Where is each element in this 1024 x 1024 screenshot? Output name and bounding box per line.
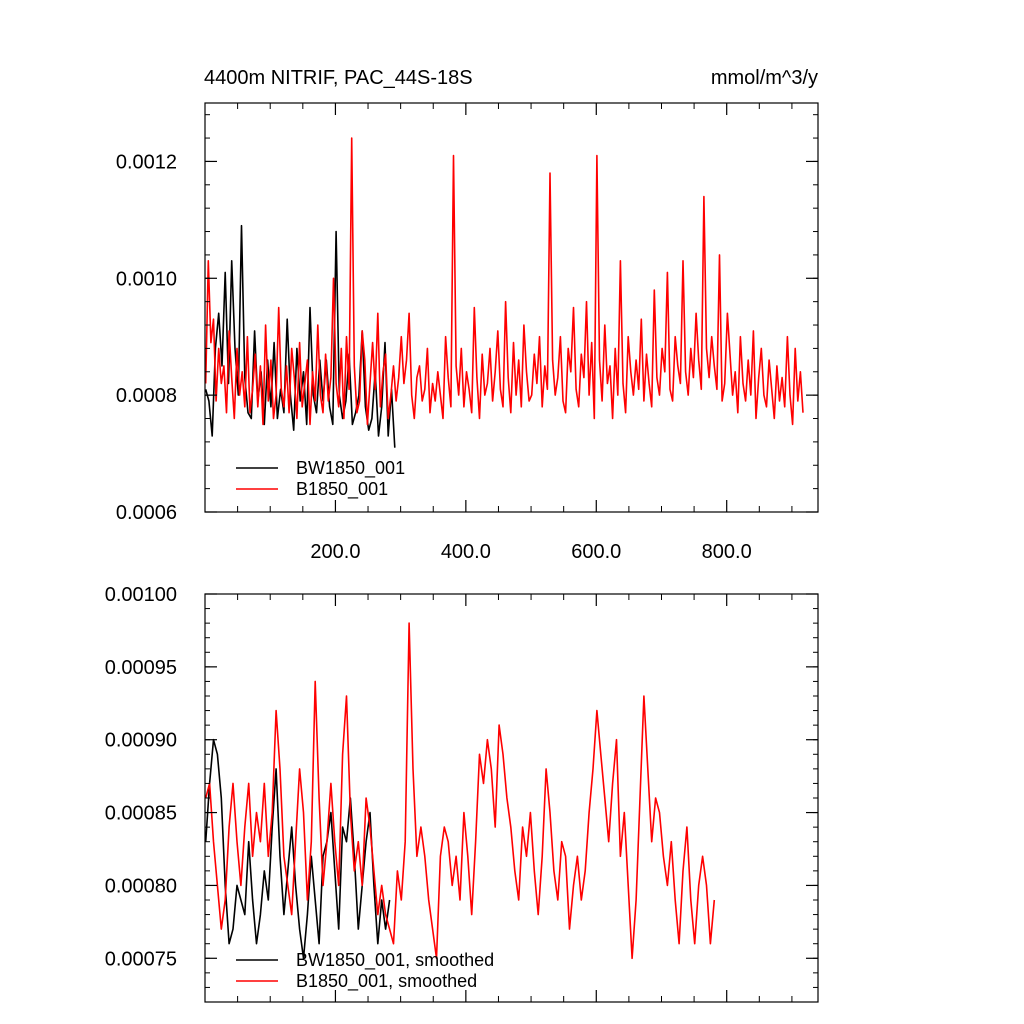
y-tick-label: 0.00085 (105, 803, 177, 825)
y-tick-label: 0.0012 (116, 151, 177, 173)
legend-label: B1850_001, smoothed (296, 971, 477, 992)
y-tick-label: 0.0008 (116, 385, 177, 407)
y-tick-label: 0.0010 (116, 268, 177, 290)
plot-title: 4400m NITRIF, PAC_44S-18S (204, 67, 473, 89)
x-tick-label: 400.0 (441, 541, 491, 563)
y-tick-label: 0.00095 (105, 657, 177, 679)
series-line-0-0 (204, 224, 396, 448)
x-tick-label: 200.0 (310, 541, 360, 563)
series-line-0-1 (204, 137, 804, 426)
x-tick-label: 600.0 (571, 541, 621, 563)
plot-frame (204, 593, 819, 1003)
legend-label: BW1850_001, smoothed (296, 950, 494, 971)
x-tick-label: 800.0 (702, 541, 752, 563)
y-tick-label: 0.0006 (116, 502, 177, 524)
units-label: mmol/m^3/y (711, 67, 818, 89)
y-tick-label: 0.00090 (105, 730, 177, 752)
plot-frame (204, 102, 819, 513)
series-line-1-0 (204, 738, 391, 960)
y-tick-label: 0.00080 (105, 875, 177, 897)
top-panel-line-chart: 0.0006 0.0008 0.0010 0.0012 200.0 400.0 600.0 8… (116, 102, 819, 563)
series-line-1-1 (204, 622, 716, 960)
y-tick-label: 0.00075 (105, 948, 177, 970)
legend-label: BW1850_001 (296, 458, 405, 479)
legend-label: B1850_001 (296, 479, 388, 500)
y-tick-label: 0.00100 (105, 584, 177, 606)
bottom-panel-smoothed-line-chart: 0.00075 0.00080 0.00085 0.00090 0.00095 0.001… (105, 584, 819, 1003)
